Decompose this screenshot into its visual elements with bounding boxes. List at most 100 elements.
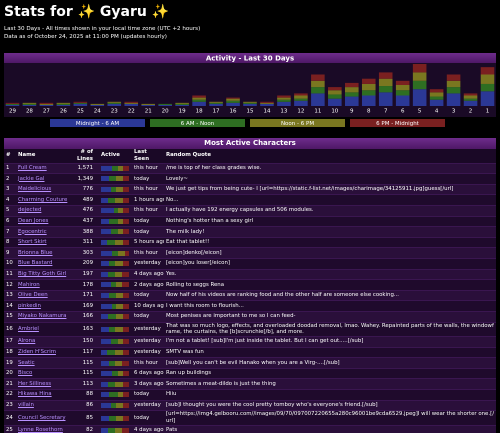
character-link[interactable]: Miyako Nakamura <box>18 313 67 320</box>
bar-segment <box>90 103 105 105</box>
character-link[interactable]: Alrona <box>18 338 36 345</box>
bar-segment <box>294 100 308 106</box>
bar-segment <box>260 101 274 103</box>
last-seen: 5 hours ago <box>132 237 164 249</box>
character-link[interactable]: Brionna Blue <box>18 249 53 256</box>
bar-segment <box>311 80 325 88</box>
activity-segment <box>101 282 111 288</box>
character-link[interactable]: Short Skirt <box>18 239 47 246</box>
activity-segment <box>101 402 111 408</box>
table-row: 20 Bisco 115 6 days ago Ran up buildings <box>4 368 496 380</box>
table-row: 19 Seatic 115 this hour [sub]Well you can't … <box>4 357 496 369</box>
quote: Nothing's hotter than a sexy girl <box>164 216 496 228</box>
x-tick-label: 9 <box>350 109 354 115</box>
table-row: 7 Egocentric 388 today The milk lady! <box>4 226 496 238</box>
chart-title: Activity - Last 30 Days <box>206 55 294 63</box>
character-link[interactable]: Seatic <box>18 359 35 366</box>
table-row: 12 Mahiron 178 2 days ago Rolling to seggs R… <box>4 279 496 291</box>
x-tick-label: 11 <box>314 109 321 115</box>
activity-segment <box>123 240 129 246</box>
active-cell <box>99 410 132 426</box>
character-link[interactable]: Full Cream <box>18 164 47 171</box>
activity-segment <box>109 360 115 366</box>
quote: That was so much logo, effects, and over… <box>164 322 496 338</box>
activity-segment <box>109 326 115 332</box>
quote: Now half of his videos are ranking food … <box>164 290 496 302</box>
bar-segment <box>56 104 71 106</box>
character-link[interactable]: Jackie Gal <box>18 175 45 182</box>
rank: 2 <box>4 173 16 185</box>
rank: 21 <box>4 378 16 391</box>
x-tick-label: 6 <box>401 109 405 115</box>
name-cell: Ziden H'Scrim <box>16 347 69 359</box>
character-link[interactable]: Charming Couture <box>18 196 68 203</box>
bar-segment <box>395 80 410 85</box>
character-link[interactable]: Bisco <box>18 370 33 377</box>
bar-segment <box>192 97 206 100</box>
quote: [sub]Well you can't be evil Hanako when … <box>164 357 496 369</box>
active-cell <box>99 269 132 281</box>
last-seen: 10 days ago <box>132 300 164 312</box>
character-link[interactable]: Lynne Rosethorn <box>18 427 63 433</box>
x-tick-label: 23 <box>111 109 118 115</box>
character-link[interactable]: Big Titty Goth Girl <box>18 270 67 277</box>
quote: Rolling to seggs Rena <box>164 279 496 291</box>
activity-segment <box>117 218 124 224</box>
bar-segment <box>480 83 495 92</box>
character-link[interactable]: dejected <box>18 207 42 214</box>
bar-segment <box>328 94 342 99</box>
table-row: 10 Blue Bastard 209 yesterday [eicon]you los… <box>4 258 496 270</box>
character-link[interactable]: villain <box>18 402 34 409</box>
character-link[interactable]: Olive Deen <box>18 292 48 299</box>
activity-segment <box>101 271 108 277</box>
name-cell: Hikawa Hina <box>16 389 69 401</box>
bar-segment <box>107 102 122 104</box>
character-link[interactable]: Egocentric <box>18 228 47 235</box>
activity-segment <box>123 326 129 332</box>
quote: [eicon]denko[/eicon] <box>164 247 496 259</box>
last-seen: yesterday <box>132 322 164 338</box>
bar-segment <box>73 102 88 104</box>
character-link[interactable]: Dean Jones <box>18 217 49 224</box>
bar-segment <box>395 95 410 106</box>
table-row: 17 Alrona 150 yesterday I'm not a tablet! [s… <box>4 336 496 348</box>
line-count: 197 <box>69 269 99 281</box>
active-cell <box>99 389 132 401</box>
bar-segment <box>39 103 54 105</box>
character-link[interactable]: Ambriel <box>18 325 39 332</box>
activity-bar <box>101 282 129 288</box>
character-link[interactable]: Mahiron <box>18 281 40 288</box>
character-link[interactable]: Maidelicious <box>18 186 52 193</box>
line-count: 169 <box>69 300 99 312</box>
character-link[interactable]: Council Secretary <box>18 414 66 421</box>
activity-segment <box>116 303 124 309</box>
rank: 14 <box>4 300 16 312</box>
activity-segment <box>101 250 113 256</box>
character-link[interactable]: pinkedin <box>18 302 41 309</box>
character-link[interactable]: Blue Bastard <box>18 260 53 267</box>
last-seen: today <box>132 389 164 401</box>
bar-segment <box>260 102 274 104</box>
table-row: 18 Ziden H'Scrim 117 yesterday SMTV was fun <box>4 347 496 359</box>
character-link[interactable]: Her Silliness <box>18 380 52 387</box>
line-count: 117 <box>69 347 99 359</box>
bar-segment <box>361 90 376 96</box>
bar-segment <box>361 83 376 91</box>
bar-segment <box>294 98 308 101</box>
active-cell <box>99 194 132 206</box>
column-header: Random Quote <box>164 149 496 164</box>
activity-segment <box>122 271 129 277</box>
character-link[interactable]: Hikawa Hina <box>18 391 52 398</box>
line-count: 209 <box>69 258 99 270</box>
activity-segment <box>101 360 110 366</box>
active-cell <box>99 378 132 391</box>
bar-segment <box>141 103 155 105</box>
name-cell: Alrona <box>16 336 69 348</box>
activity-bar <box>101 371 129 377</box>
activity-segment <box>123 303 129 309</box>
character-link[interactable]: Ziden H'Scrim <box>18 349 56 356</box>
last-seen: 2 days ago <box>132 279 164 291</box>
name-cell: Bisco <box>16 368 69 380</box>
x-tick-label: 4 <box>435 109 439 115</box>
